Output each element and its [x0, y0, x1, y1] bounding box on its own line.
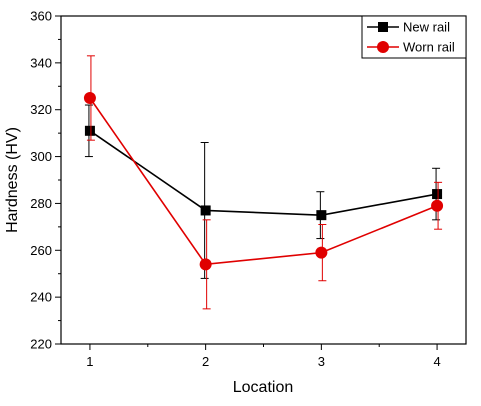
data-point-square	[200, 205, 211, 216]
y-axis-ticks: 220 240 260 280 300 320 340 360	[30, 9, 61, 352]
y-tick-label: 220	[30, 337, 52, 352]
legend-marker-square	[378, 22, 388, 32]
y-tick-label: 300	[30, 149, 52, 164]
data-point-square	[432, 189, 443, 200]
plot-frame	[60, 15, 467, 345]
x-tick-label: 1	[86, 354, 93, 369]
x-axis-ticks: 1 2 3 4	[86, 344, 441, 369]
y-tick-label: 240	[30, 290, 52, 305]
x-tick-label: 2	[202, 354, 209, 369]
legend-label: New rail	[403, 20, 450, 35]
legend-label: Worn rail	[403, 40, 455, 55]
data-point-circle	[315, 246, 328, 259]
y-tick-label: 360	[30, 9, 52, 24]
data-point-circle	[431, 199, 444, 212]
x-tick-label: 3	[318, 354, 325, 369]
series-worn-rail	[83, 55, 444, 310]
y-tick-label: 340	[30, 55, 52, 70]
data-point-square	[84, 125, 95, 136]
series-layer	[83, 55, 444, 310]
data-point-square	[316, 210, 327, 221]
series-line	[89, 97, 438, 266]
data-point-circle	[83, 92, 96, 104]
legend: New rail Worn rail	[361, 15, 467, 59]
series-new-rail	[84, 104, 443, 279]
y-tick-label: 320	[30, 102, 52, 117]
y-tick-label: 260	[30, 243, 52, 258]
series-line	[89, 130, 438, 216]
x-tick-label: 4	[433, 354, 440, 369]
data-point-circle	[199, 258, 212, 271]
x-axis-title: Location	[233, 379, 294, 396]
legend-marker-circle	[377, 41, 389, 53]
y-axis-title: Hardness (HV)	[4, 127, 21, 233]
y-tick-label: 280	[30, 196, 52, 211]
